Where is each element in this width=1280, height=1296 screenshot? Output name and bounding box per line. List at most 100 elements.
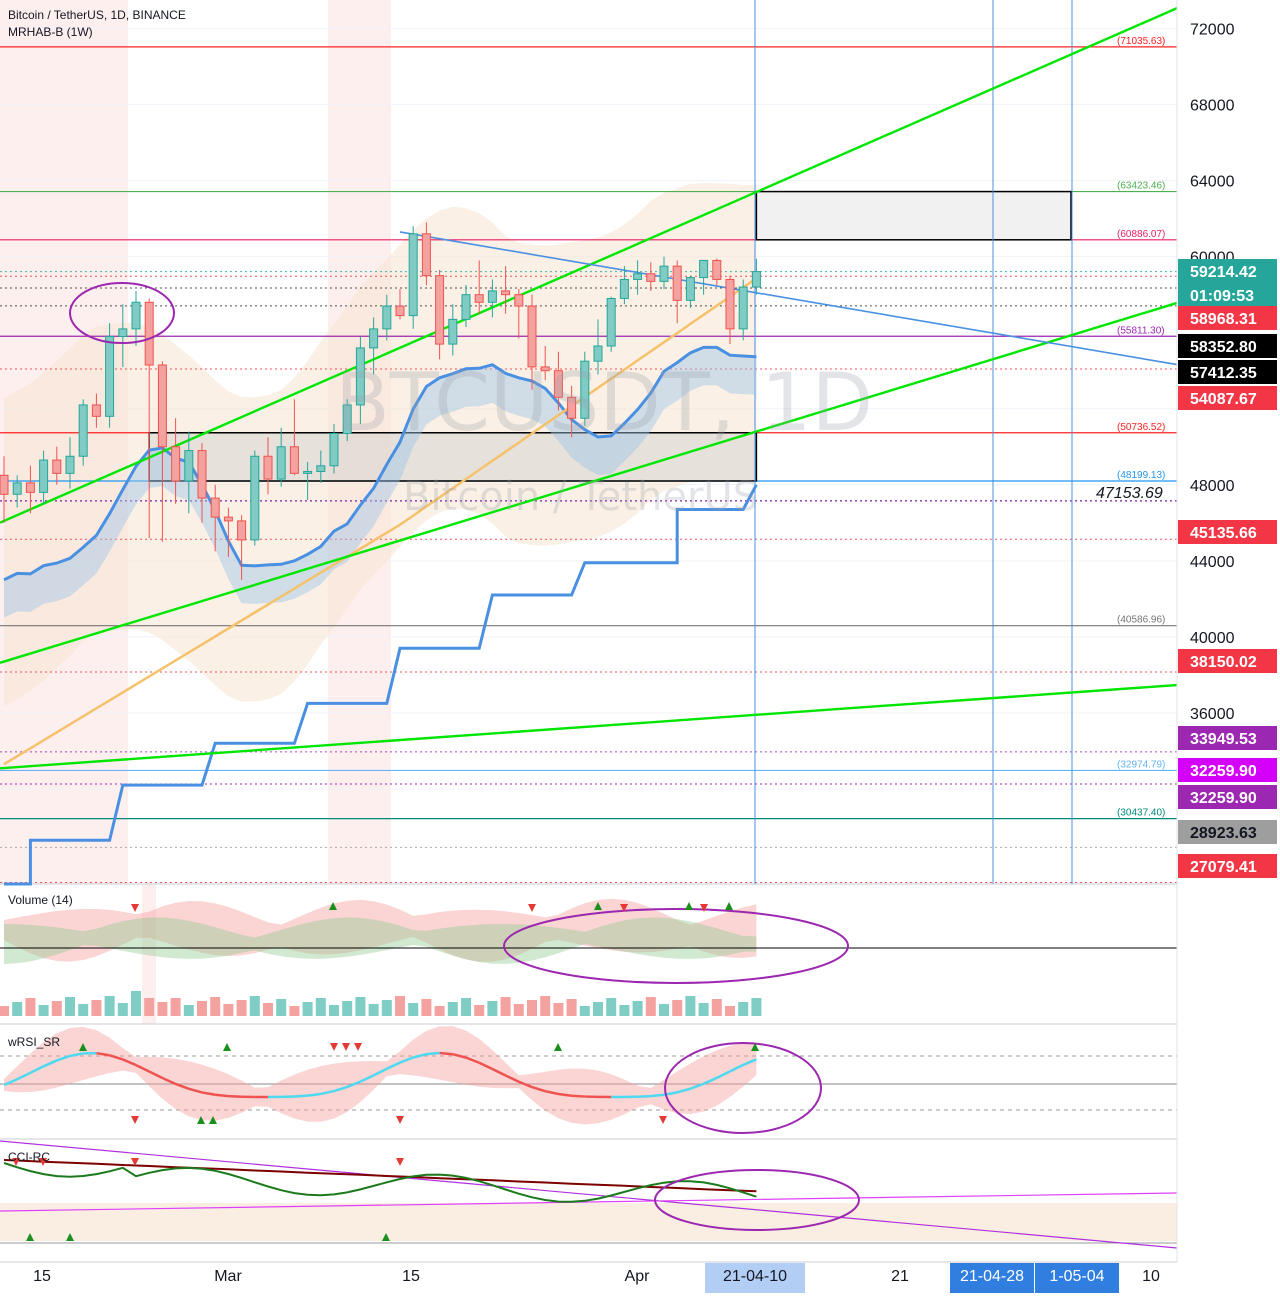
down-arrow-marker <box>700 904 708 912</box>
candle-body <box>263 455 273 480</box>
volume-bar <box>289 1006 300 1016</box>
price-badge-label: 27079.41 <box>1190 859 1257 876</box>
volume-bar <box>500 997 511 1016</box>
candle-body <box>289 446 299 474</box>
candle-body <box>633 273 643 280</box>
rsi-line-segment <box>161 1076 177 1086</box>
price-badge <box>1178 649 1277 673</box>
volume-bar <box>368 1004 379 1016</box>
rsi-line-segment <box>3 1078 18 1087</box>
cci-trendline <box>0 1192 1178 1212</box>
candle-body <box>712 259 722 280</box>
candle-body <box>593 345 603 362</box>
trendline <box>0 683 1178 770</box>
down-arrow-marker <box>131 904 139 912</box>
price-badge-label: 32259.90 <box>1190 763 1257 780</box>
rsi-line-segment <box>29 1065 45 1074</box>
candle-body <box>514 294 524 307</box>
rsi-line-segment <box>558 1092 572 1097</box>
up-arrow-marker <box>594 902 602 910</box>
rsi-line-segment <box>676 1087 691 1094</box>
time-tick-label: 21-04-28 <box>960 1268 1024 1285</box>
rsi-line-segment <box>43 1059 58 1068</box>
price-badge-label: 33949.53 <box>1190 731 1257 748</box>
rsi-line-segment <box>307 1092 321 1097</box>
candle-body <box>501 290 511 296</box>
price-badge-label: 32259.90 <box>1190 790 1257 807</box>
time-badge <box>1035 1263 1119 1293</box>
candle-body <box>659 265 669 282</box>
volume-bar <box>12 1002 23 1016</box>
price-tick-label: 48000 <box>1190 478 1235 495</box>
rsi-line-segment <box>689 1082 705 1090</box>
rsi-line-segment <box>505 1074 520 1083</box>
up-arrow-marker <box>66 1233 74 1241</box>
level-label: (63423.46) <box>1117 181 1165 192</box>
volume-bar <box>51 1001 62 1016</box>
volume-bar <box>170 998 181 1016</box>
volume-pane: 353.265K0 <box>0 898 1277 1022</box>
candle-body <box>316 465 326 472</box>
candle-body <box>131 301 141 330</box>
rsi-line-segment <box>439 1051 453 1056</box>
candle-body <box>303 470 313 474</box>
rsi-line-segment <box>109 1054 124 1061</box>
down-arrow-marker <box>354 1043 362 1051</box>
volume-bar <box>553 1003 564 1016</box>
price-tick-label: 64000 <box>1190 174 1235 191</box>
candle-body <box>751 271 761 288</box>
price-badge-label: 58352.80 <box>1190 339 1257 356</box>
candle-body <box>250 455 260 541</box>
volume-bar <box>606 998 617 1016</box>
trendline <box>0 7 1178 524</box>
rsi-line-segment <box>531 1085 546 1093</box>
cci-trendline <box>0 1140 1178 1249</box>
rsi-line-segment <box>491 1067 507 1077</box>
volume-bar <box>619 1005 630 1016</box>
up-arrow-marker <box>382 1233 390 1241</box>
volume-bar <box>711 999 722 1016</box>
up-arrow-marker <box>554 1043 562 1051</box>
price-badge-label: 45135.66 <box>1190 525 1257 542</box>
candle-body <box>276 446 286 480</box>
volume-bar <box>751 998 762 1016</box>
level-label: (55811.30) <box>1117 325 1165 336</box>
volume-bar <box>659 1004 669 1016</box>
candle-body <box>65 455 75 474</box>
rsi-line-segment <box>148 1070 163 1080</box>
annotation-ellipse <box>664 1042 822 1134</box>
volume-bar <box>0 1006 9 1016</box>
volume-bar <box>355 997 366 1016</box>
cci-panel-title: CCI-RC <box>8 1150 50 1164</box>
rsi-line-segment <box>294 1094 308 1098</box>
down-arrow-marker <box>39 1158 47 1166</box>
ma-ribbon <box>4 347 757 618</box>
down-arrow-marker <box>131 1116 139 1124</box>
candle-body <box>369 328 379 349</box>
price-badge <box>1178 334 1277 358</box>
rsi-line-segment <box>56 1054 71 1062</box>
candle-body <box>685 277 695 301</box>
down-arrow-marker <box>620 904 628 912</box>
price-badge <box>1178 259 1277 307</box>
annotation-ellipse <box>69 282 175 344</box>
rsi-line-segment <box>96 1051 110 1057</box>
candle-body <box>527 305 537 368</box>
annotation-ellipse <box>654 1169 860 1231</box>
candle-body <box>672 265 682 301</box>
volume-bar <box>632 1001 643 1016</box>
cci-signal-line <box>3 1159 757 1193</box>
rsi-line-segment <box>333 1085 348 1093</box>
rsi-line-segment <box>650 1093 665 1098</box>
rsi-line-segment <box>16 1071 31 1081</box>
volume-bar <box>210 997 221 1016</box>
level-label: (50736.52) <box>1117 422 1165 433</box>
rsi-line-segment <box>320 1089 335 1096</box>
rsi-line-segment <box>544 1089 559 1096</box>
candle-body <box>157 364 167 448</box>
down-arrow-marker <box>342 1043 350 1051</box>
time-badge <box>950 1263 1034 1293</box>
volume-cloud-green <box>4 917 757 964</box>
price-badge <box>1178 854 1277 878</box>
